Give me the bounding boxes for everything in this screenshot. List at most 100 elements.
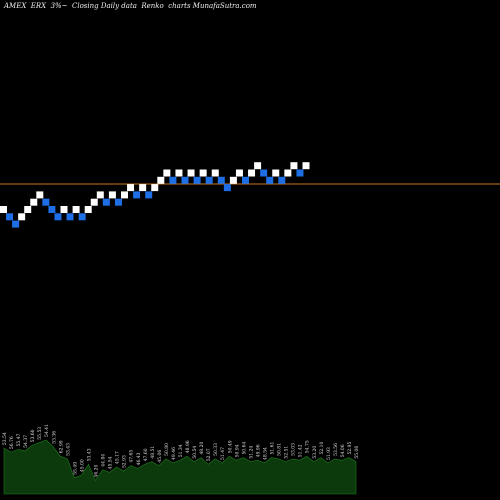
volume-label: 50.49 [227,440,233,453]
renko-brick-up [272,169,280,177]
volume-label: 53.36 [51,431,57,444]
renko-brick-down [296,169,304,177]
renko-brick-down [193,176,201,184]
renko-brick-up [108,191,116,199]
renko-brick-down [12,220,20,228]
renko-brick-up [211,169,219,177]
volume-label: 48.54 [262,447,268,460]
renko-brick-up [290,162,298,170]
volume-label: 53.20 [312,446,318,459]
volume-label: 52.93 [122,455,128,468]
renko-brick-up [229,176,237,184]
volume-label: 54.37 [23,435,29,448]
volume-label: 52.10 [319,442,325,455]
renko-brick-down [54,213,62,221]
renko-brick-down [217,176,225,184]
renko-brick-up [248,169,256,177]
volume-label: 45.06 [157,450,163,463]
renko-brick-up [121,191,128,199]
renko-brick-up [199,169,207,177]
volume-label: 56.76 [9,436,15,449]
renko-brick-up [302,162,310,170]
renko-brick-up [60,206,68,213]
volume-label: 55.06 [354,446,360,459]
volume-label: 53.66 [30,429,36,442]
volume-label: 50.54 [192,446,198,459]
volume-label: 55.47 [16,433,22,446]
renko-brick-down [266,176,274,184]
volume-label: 46.43 [136,452,142,465]
renko-brick-up [127,184,135,192]
renko-brick-down [278,176,286,184]
volume-label: 55.53 [37,427,43,440]
renko-brick-up [151,184,159,192]
volume-label: 45.00 [79,459,85,472]
volume-label: 53.43 [86,448,92,461]
renko-brick-up [72,206,80,213]
volume-label: 45.54 [108,456,114,469]
volume-label: 54.41 [44,424,50,437]
volume-label: 49.96 [255,444,261,457]
renko-bricks [0,162,310,228]
volume-area [3,439,357,495]
renko-brick-down [48,206,56,213]
renko-brick-up [30,198,38,206]
renko-brick-up [0,206,7,213]
renko-brick-down [114,198,122,206]
renko-brick-down [223,184,231,192]
renko-brick-down [242,176,249,184]
renko-brick-up [84,206,92,213]
volume-label: 52.07 [206,448,212,461]
volume-label: 46.20 [94,464,100,477]
renko-brick-up [96,191,104,199]
renko-brick-down [133,191,141,199]
volume-label: 50.64 [241,442,247,455]
renko-brick-down [260,169,268,177]
volume-label: 48.96 [185,440,191,453]
volume-label: 45.17 [115,451,121,464]
chart-title: AMEX ERX 3%~ Closing Daily data Renko ch… [4,2,257,10]
renko-brick-down [181,176,189,184]
volume-labels: 53.54 56.76 55.47 54.37 53.66 55.53 54.4153.36… [2,424,360,478]
volume-label: 47.60 [143,448,149,461]
renko-brick-down [78,213,86,221]
volume-label: 51.61 [270,442,276,455]
volume-label: 51.42 [298,444,304,457]
volume-label: 51.47 [220,447,226,460]
renko-brick-down [145,191,153,199]
renko-brick-up [90,198,98,206]
renko-brick-down [102,198,110,206]
volume-label: 53.03 [291,443,297,456]
renko-brick-down [205,176,213,184]
renko-brick-up [235,169,243,177]
volume-label: 44.84 [101,454,107,467]
volume-label: 50.80 [164,443,170,456]
renko-brick-up [18,213,26,221]
renko-brick-down [169,176,177,184]
renko-brick-up [175,169,183,177]
renko-brick-up [163,169,171,177]
volume-label: 50.33 [213,443,219,456]
renko-brick-down [42,198,50,206]
renko-brick-down [6,213,14,221]
volume-label: 50.94 [234,444,240,457]
renko-brick-up [254,162,262,170]
volume-label: 54.06 [340,444,346,457]
volume-label: 50.81 [277,443,283,456]
volume-label: 49.46 [171,447,177,460]
volume-label: 52.95 [347,442,353,455]
renko-brick-down [66,213,74,221]
volume-label: 53.54 [2,432,8,445]
volume-label: 47.65 [129,450,135,463]
volume-label: 48.20 [199,442,205,455]
volume-label: 51.93 [326,447,332,460]
volume-label: 62.99 [58,440,64,453]
volume-label: 53.43 [65,443,71,456]
volume-label: 53.56 [333,443,339,456]
renko-brick-up [24,206,32,213]
renko-brick-up [139,184,147,192]
volume-label: 51.34 [178,444,184,457]
renko-brick-up [284,169,292,177]
volume-label: 52.51 [284,446,290,459]
